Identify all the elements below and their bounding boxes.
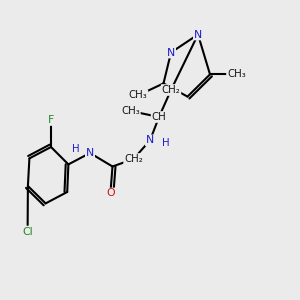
Text: Cl: Cl bbox=[22, 226, 33, 237]
Text: O: O bbox=[106, 188, 115, 199]
Text: N: N bbox=[146, 135, 154, 146]
Text: CH₃: CH₃ bbox=[129, 90, 147, 100]
Text: CH₃: CH₃ bbox=[227, 69, 246, 80]
Text: F: F bbox=[48, 115, 54, 125]
Text: CH₂: CH₂ bbox=[124, 154, 143, 164]
Text: N: N bbox=[167, 47, 175, 58]
Text: H: H bbox=[72, 143, 80, 154]
Text: N: N bbox=[86, 148, 94, 158]
Text: CH: CH bbox=[152, 112, 166, 122]
Text: H: H bbox=[162, 138, 170, 148]
Text: CH₂: CH₂ bbox=[162, 85, 180, 95]
Text: CH₃: CH₃ bbox=[121, 106, 140, 116]
Text: N: N bbox=[194, 29, 202, 40]
